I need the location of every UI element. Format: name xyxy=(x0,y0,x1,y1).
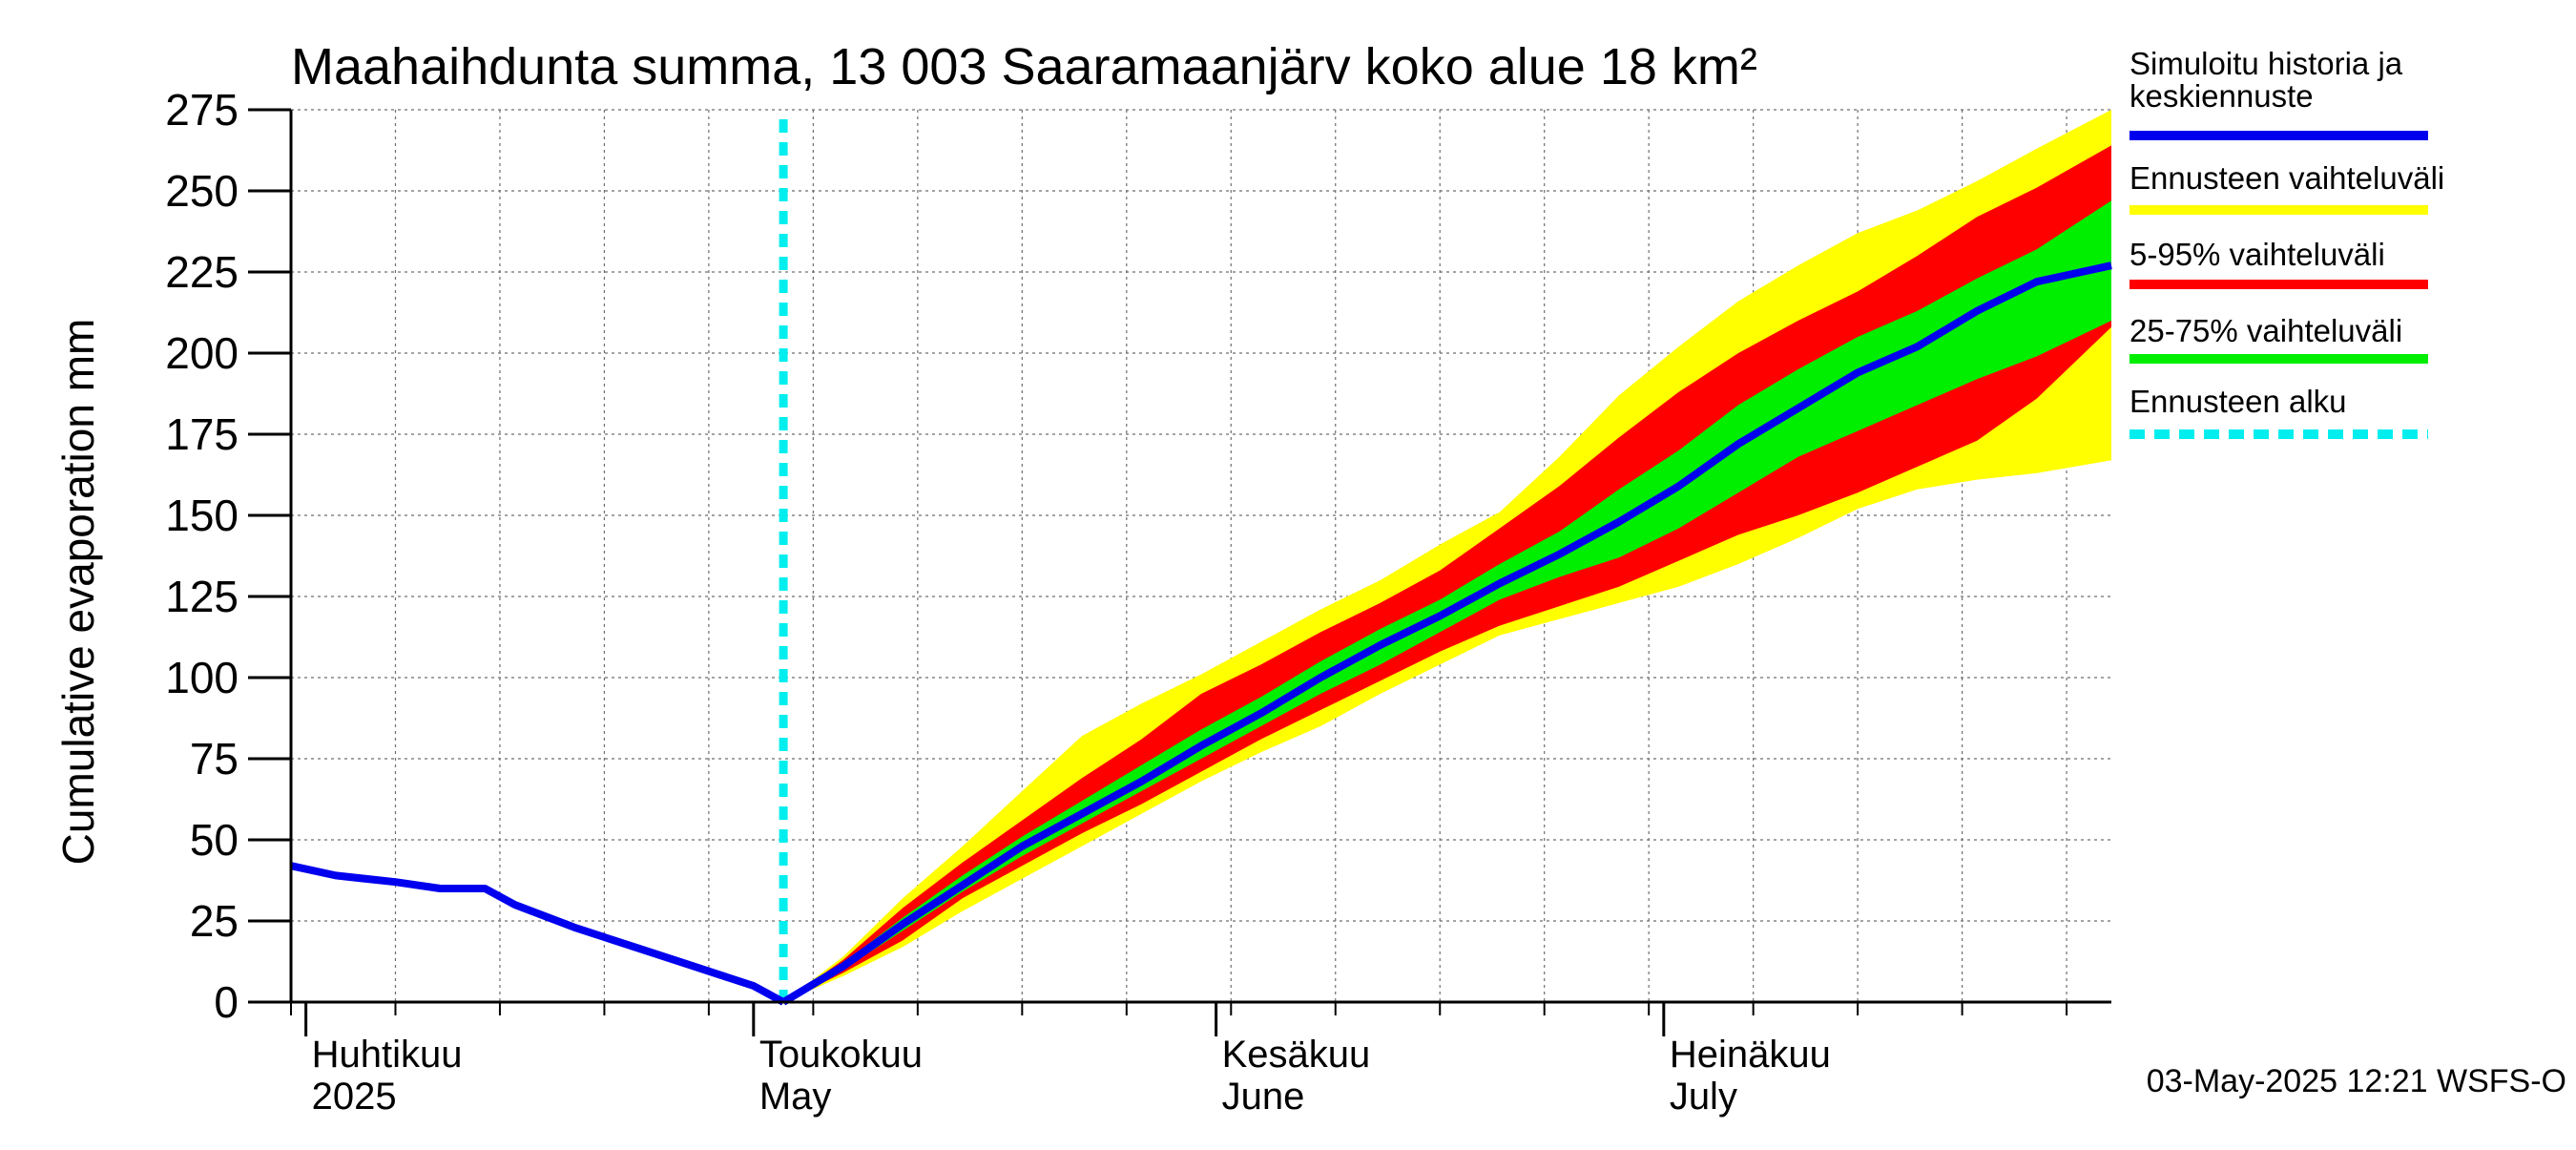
legend-label-cont: keskiennuste xyxy=(2129,78,2314,114)
x-month-label-sub: July xyxy=(1670,1076,1737,1118)
y-tick-label: 75 xyxy=(190,734,239,784)
legend-label: Ennusteen vaihteluväli xyxy=(2129,160,2444,196)
range-25-75-band xyxy=(783,200,2111,1002)
x-month-label: Kesäkuu xyxy=(1222,1034,1371,1076)
y-tick-label: 225 xyxy=(165,247,239,297)
lines-layer xyxy=(290,119,2112,1006)
axes-layer: 0 25 50 75 100 125 150 175 200 225 250 275 Huhtikuu2… xyxy=(165,85,2111,1118)
y-tick-label: 25 xyxy=(190,896,239,946)
y-tick-label: 250 xyxy=(165,166,239,216)
y-tick-label: 0 xyxy=(214,977,239,1027)
legend-label: Simuloitu historia ja xyxy=(2129,46,2403,81)
legend-label: 5-95% vaihteluväli xyxy=(2129,237,2385,272)
median-forecast-line xyxy=(781,261,2112,1006)
y-tick-label: 125 xyxy=(165,572,239,621)
legend-label: Ennusteen alku xyxy=(2129,384,2347,419)
y-axis-label: Cumulative evaporation mm xyxy=(53,319,103,866)
legend-label: 25-75% vaihteluväli xyxy=(2129,313,2402,348)
footer-timestamp: 03-May-2025 12:21 WSFS-O xyxy=(2147,1063,2566,1099)
x-month-label-sub: 2025 xyxy=(312,1076,397,1118)
x-month-label-sub: May xyxy=(759,1076,832,1118)
bands-layer xyxy=(783,110,2111,1002)
x-month-label: Toukokuu xyxy=(759,1034,923,1076)
x-month-label: Huhtikuu xyxy=(312,1034,463,1076)
x-month-label: Heinäkuu xyxy=(1670,1034,1831,1076)
x-month-label-sub: June xyxy=(1222,1076,1305,1118)
y-tick-label: 150 xyxy=(165,491,239,540)
history-line xyxy=(290,862,786,1006)
y-tick-label: 100 xyxy=(165,653,239,702)
y-tick-label: 175 xyxy=(165,409,239,459)
y-tick-label: 275 xyxy=(165,85,239,135)
chart-title: Maahaihdunta summa, 13 003 Saaramaanjärv… xyxy=(291,38,1757,95)
y-tick-label: 50 xyxy=(190,815,239,865)
y-tick-label: 200 xyxy=(165,328,239,378)
